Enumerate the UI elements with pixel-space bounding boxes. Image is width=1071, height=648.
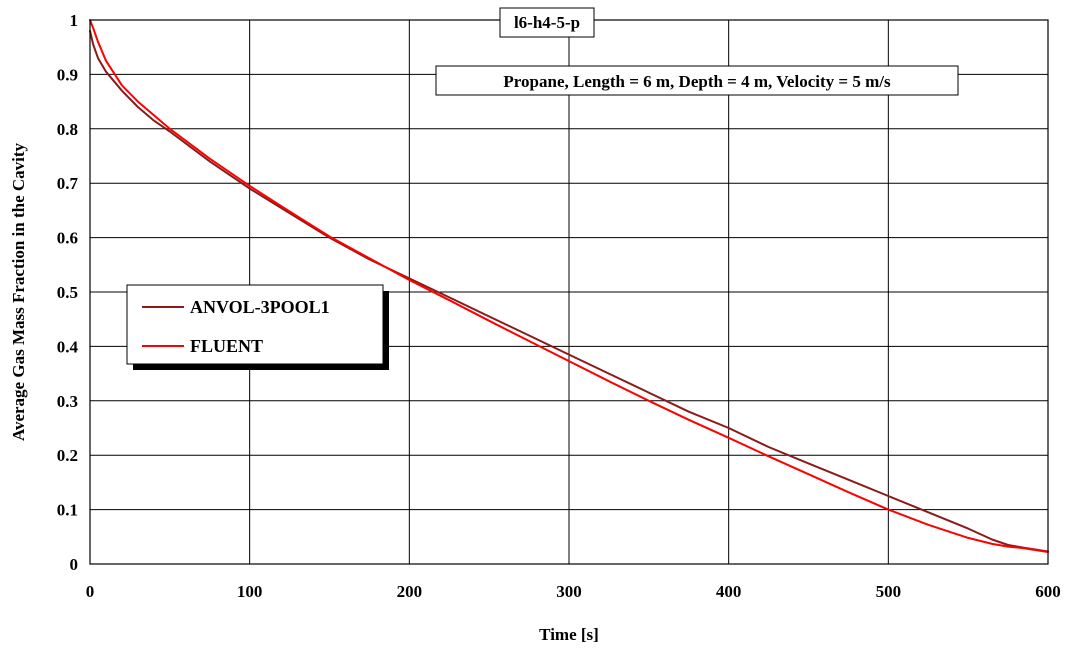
legend-label-anvol: ANVOL-3POOL1: [190, 297, 330, 317]
annotation-description-text: Propane, Length = 6 m, Depth = 4 m, Velo…: [503, 72, 891, 91]
annotation-case-id: l6-h4-5-p: [499, 7, 595, 38]
y-tick-label: 0.3: [57, 392, 78, 411]
legend-label-fluent: FLUENT: [190, 336, 263, 356]
y-tick-label: 0.9: [57, 65, 78, 84]
series-lines: [89, 19, 1049, 553]
y-tick-label: 0.7: [57, 174, 79, 193]
y-tick-label: 0: [70, 555, 79, 574]
x-tick-label: 300: [556, 582, 582, 601]
x-tick-label: 0: [86, 582, 95, 601]
x-axis-label: Time [s]: [539, 625, 599, 644]
y-tick-label: 0.4: [57, 337, 79, 356]
y-tick-label: 0.6: [57, 229, 78, 248]
x-tick-label: 200: [397, 582, 423, 601]
y-tick-label: 0.1: [57, 501, 78, 520]
y-tick-label: 0.2: [57, 446, 78, 465]
y-tick-label: 0.5: [57, 283, 78, 302]
y-axis-label: Average Gas Mass Fraction in the Cavity: [9, 142, 28, 441]
x-tick-label: 600: [1035, 582, 1061, 601]
y-tick-labels: 0 0.1 0.2 0.3 0.4 0.5 0.6 0.7 0.8 0.9 1: [57, 11, 79, 574]
y-tick-label: 0.8: [57, 120, 78, 139]
x-tick-label: 500: [876, 582, 902, 601]
legend: ANVOL-3POOL1 FLUENT: [126, 284, 389, 370]
x-tick-label: 100: [237, 582, 263, 601]
x-tick-labels: 0 100 200 300 400 500 600: [86, 582, 1061, 601]
annotation-case-id-text: l6-h4-5-p: [514, 13, 580, 32]
series-line-fluent: [89, 19, 1049, 553]
x-tick-label: 400: [716, 582, 742, 601]
series-line-anvol: [89, 29, 1049, 553]
y-tick-label: 1: [70, 11, 79, 30]
annotation-description: Propane, Length = 6 m, Depth = 4 m, Velo…: [435, 65, 959, 96]
